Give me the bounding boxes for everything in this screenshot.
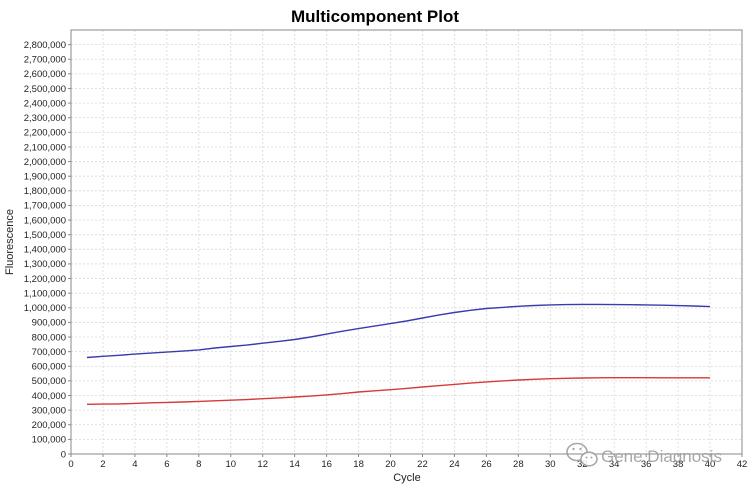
y-tick-label: 1,200,000 xyxy=(24,274,66,285)
x-tick-label: 4 xyxy=(132,459,137,470)
x-tick-label: 24 xyxy=(449,459,460,470)
y-tick-label: 2,400,000 xyxy=(24,98,66,109)
x-tick-label: 28 xyxy=(513,459,524,470)
y-tick-label: 2,600,000 xyxy=(24,69,66,80)
watermark-text: Gene Diagnosis xyxy=(601,447,722,466)
x-tick-label: 0 xyxy=(68,459,73,470)
y-tick-label: 2,300,000 xyxy=(24,113,66,124)
y-tick-label: 0 xyxy=(61,449,66,460)
x-tick-label: 40 xyxy=(705,459,716,470)
watermark: Gene Diagnosis xyxy=(566,442,722,467)
y-axis-label: Fluorescence xyxy=(4,209,16,275)
y-tick-label: 2,500,000 xyxy=(24,84,66,95)
y-tick-label: 100,000 xyxy=(32,435,66,446)
y-tick-label: 600,000 xyxy=(32,362,66,373)
x-tick-label: 16 xyxy=(321,459,332,470)
y-tick-label: 500,000 xyxy=(32,376,66,387)
y-tick-label: 1,800,000 xyxy=(24,186,66,197)
x-tick-label: 6 xyxy=(164,459,169,470)
x-tick-label: 30 xyxy=(545,459,556,470)
y-tick-label: 1,600,000 xyxy=(24,215,66,226)
x-tick-label: 8 xyxy=(196,459,201,470)
grid xyxy=(70,30,743,455)
x-tick-label: 20 xyxy=(385,459,396,470)
y-tick-label: 1,700,000 xyxy=(24,201,66,212)
x-tick-label: 26 xyxy=(481,459,492,470)
x-tick-label: 22 xyxy=(417,459,428,470)
plot-frame xyxy=(70,29,743,455)
y-tick-label: 900,000 xyxy=(32,318,66,329)
series-line-2 xyxy=(86,377,710,405)
x-axis: 0 2 4 6 8 10 12 14 16 18 20 22 24 26 28 30 32 34 36 38 40 42 xyxy=(68,454,747,470)
y-tick-label: 2,200,000 xyxy=(24,128,66,139)
x-tick-label: 32 xyxy=(577,459,588,470)
x-tick-label: 38 xyxy=(673,459,684,470)
x-tick-label: 12 xyxy=(257,459,268,470)
y-tick-label: 200,000 xyxy=(32,420,66,431)
x-tick-label: 34 xyxy=(609,459,620,470)
y-tick-label: 1,900,000 xyxy=(24,172,66,183)
y-tick-label: 300,000 xyxy=(32,405,66,416)
y-axis: 0 100,000 200,000 300,000 400,000 500,000 600,… xyxy=(24,40,71,460)
y-tick-label: 1,400,000 xyxy=(24,245,66,256)
x-tick-label: 36 xyxy=(641,459,652,470)
y-tick-label: 2,100,000 xyxy=(24,142,66,153)
x-tick-label: 42 xyxy=(737,459,748,470)
y-tick-label: 800,000 xyxy=(32,332,66,343)
y-tick-label: 400,000 xyxy=(32,391,66,402)
y-tick-label: 1,000,000 xyxy=(24,303,66,314)
x-tick-label: 14 xyxy=(289,459,300,470)
x-tick-label: 10 xyxy=(225,459,236,470)
series-line-1 xyxy=(86,303,711,359)
wechat-icon xyxy=(566,442,598,467)
y-tick-label: 1,300,000 xyxy=(24,259,66,270)
series xyxy=(86,303,711,405)
y-tick-label: 2,800,000 xyxy=(24,40,66,51)
y-tick-label: 1,100,000 xyxy=(24,288,66,299)
y-tick-label: 1,500,000 xyxy=(24,230,66,241)
x-axis-label: Cycle xyxy=(393,472,421,484)
x-tick-label: 18 xyxy=(353,459,364,470)
chart-title: Multicomponent Plot xyxy=(291,7,459,26)
x-tick-label: 2 xyxy=(100,459,105,470)
y-tick-label: 2,700,000 xyxy=(24,55,66,66)
y-tick-label: 2,000,000 xyxy=(24,157,66,168)
y-tick-label: 700,000 xyxy=(32,347,66,358)
